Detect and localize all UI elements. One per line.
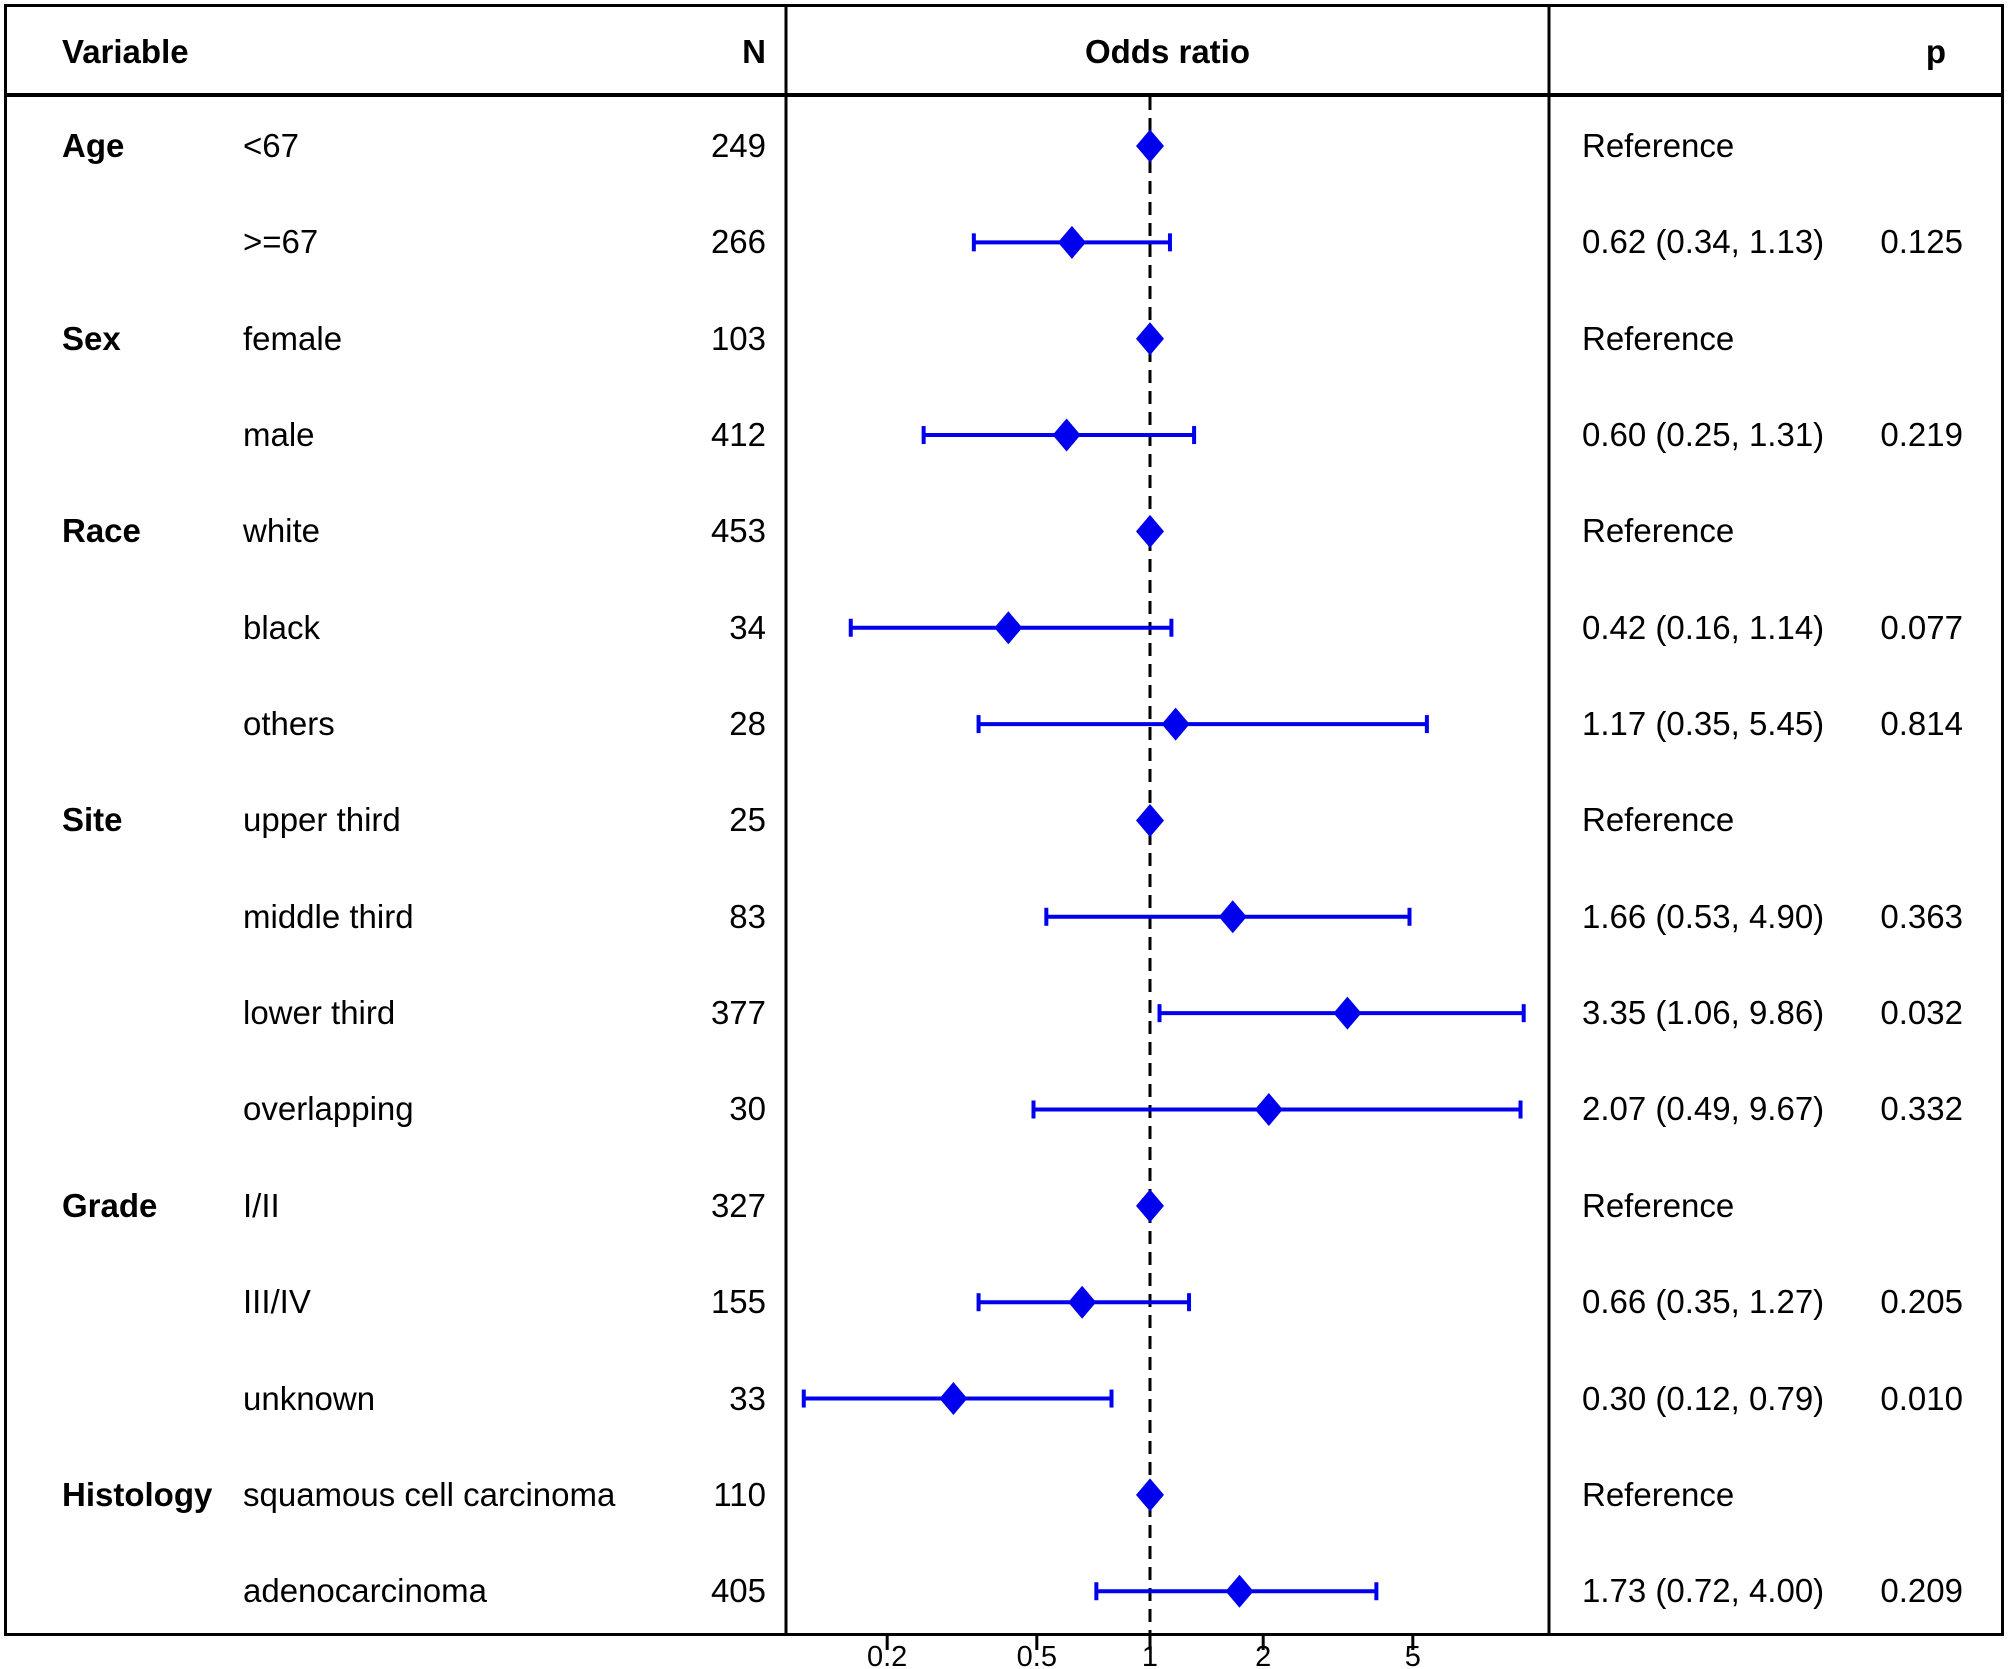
x-axis-tick-label: 1: [1141, 1641, 1159, 1669]
table-row: Grade I/II 327 Reference: [0, 1158, 2008, 1254]
n-value: 377: [710, 994, 766, 1032]
p-value: 0.032: [1880, 994, 1963, 1032]
level-label: I/II: [243, 1186, 280, 1224]
table-row: others 28 1.17 (0.35, 5.45) 0.814: [0, 676, 2008, 772]
n-value: 412: [710, 416, 766, 454]
group-label: Site: [62, 801, 123, 839]
n-value: 33: [729, 1379, 766, 1417]
table-row: Sex female 103 Reference: [0, 291, 2008, 387]
level-label: adenocarcinoma: [243, 1572, 487, 1610]
group-label: Race: [62, 512, 141, 550]
table-row: middle third 83 1.66 (0.53, 4.90) 0.363: [0, 869, 2008, 965]
level-label: others: [243, 705, 335, 743]
table-row: Age <67 249 Reference: [0, 98, 2008, 194]
n-value: 327: [710, 1186, 766, 1224]
p-value: 0.205: [1880, 1283, 1963, 1321]
table-row: lower third 377 3.35 (1.06, 9.86) 0.032: [0, 965, 2008, 1061]
or-ci-text: Reference: [1582, 126, 1735, 164]
x-axis-tick-label: 2: [1255, 1641, 1272, 1669]
p-value: 0.363: [1880, 897, 1963, 935]
level-label: female: [243, 319, 343, 357]
table-row: overlapping 30 2.07 (0.49, 9.67) 0.332: [0, 1061, 2008, 1157]
table-row: black 34 0.42 (0.16, 1.14) 0.077: [0, 580, 2008, 676]
n-value: 30: [729, 1090, 766, 1128]
level-label: unknown: [243, 1379, 376, 1417]
table-row: >=67 266 0.62 (0.34, 1.13) 0.125: [0, 194, 2008, 290]
level-label: >=67: [243, 223, 319, 261]
n-value: 266: [710, 223, 766, 261]
or-ci-text: Reference: [1582, 319, 1735, 357]
n-value: 249: [710, 126, 766, 164]
p-value: 0.814: [1880, 705, 1963, 743]
n-value: 83: [729, 897, 766, 935]
p-value: 0.077: [1880, 608, 1963, 646]
or-ci-text: Reference: [1582, 1186, 1735, 1224]
level-label: lower third: [243, 994, 396, 1032]
level-label: overlapping: [243, 1090, 414, 1128]
table-row: adenocarcinoma 405 1.73 (0.72, 4.00) 0.209: [0, 1543, 2008, 1639]
level-label: male: [243, 416, 315, 454]
group-label: Sex: [62, 319, 121, 357]
table-row: III/IV 155 0.66 (0.35, 1.27) 0.205: [0, 1254, 2008, 1350]
p-value: 0.209: [1880, 1572, 1963, 1610]
group-label: Histology: [62, 1475, 213, 1513]
n-value: 453: [710, 512, 766, 550]
p-value: 0.332: [1880, 1090, 1963, 1128]
table-row: Race white 453 Reference: [0, 483, 2008, 579]
n-value: 25: [729, 801, 766, 839]
n-value: 110: [713, 1475, 766, 1513]
p-value: 0.125: [1880, 223, 1963, 261]
level-label: <67: [243, 126, 299, 164]
n-value: 34: [729, 608, 766, 646]
n-value: 155: [710, 1283, 766, 1321]
x-axis-tick-label: 0.2: [867, 1641, 908, 1669]
n-value: 103: [710, 319, 766, 357]
table-row: Site upper third 25 Reference: [0, 772, 2008, 868]
n-value: 405: [710, 1572, 766, 1610]
table-row: unknown 33 0.30 (0.12, 0.79) 0.010: [0, 1350, 2008, 1446]
p-value: 0.219: [1880, 416, 1963, 454]
x-axis-tick-label: 5: [1404, 1641, 1421, 1669]
x-axis-tick-label: 0.5: [1016, 1641, 1057, 1669]
group-label: Grade: [62, 1186, 158, 1224]
n-value: 28: [729, 705, 766, 743]
level-label: upper third: [243, 801, 401, 839]
level-label: black: [243, 608, 321, 646]
table-row: Histology squamous cell carcinoma 110 Refer…: [0, 1447, 2008, 1543]
or-ci-text: Reference: [1582, 512, 1735, 550]
table-row: male 412 0.60 (0.25, 1.31) 0.219: [0, 387, 2008, 483]
p-value: 0.010: [1880, 1379, 1963, 1417]
level-label: white: [243, 512, 321, 550]
or-ci-text: Reference: [1582, 1475, 1735, 1513]
level-label: squamous cell carcinoma: [243, 1475, 616, 1513]
or-ci-text: Reference: [1582, 801, 1735, 839]
level-label: middle third: [243, 897, 414, 935]
level-label: III/IV: [243, 1283, 311, 1321]
group-label: Age: [62, 126, 125, 164]
